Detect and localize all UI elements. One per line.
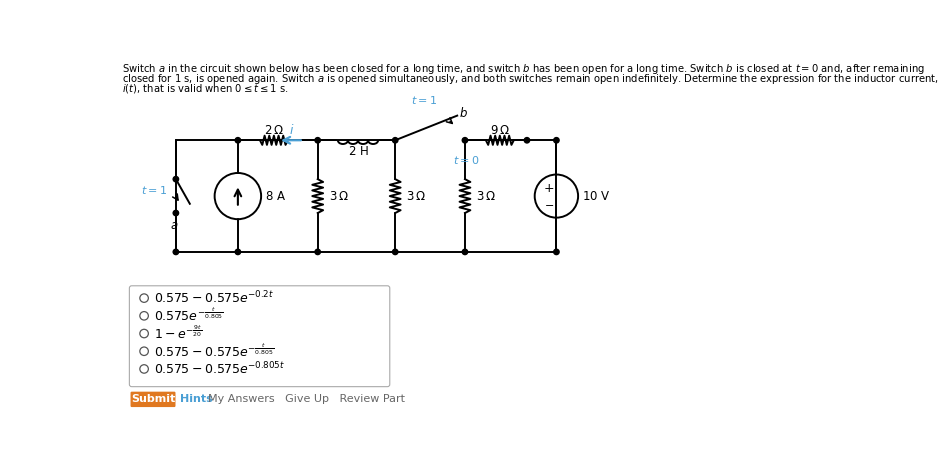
Circle shape — [236, 138, 240, 143]
Circle shape — [393, 138, 398, 143]
Text: My Answers   Give Up   Review Part: My Answers Give Up Review Part — [207, 394, 405, 404]
Text: $10$ V: $10$ V — [582, 189, 610, 203]
Text: $0.575e^{-\frac{t}{0.805}}$: $0.575e^{-\frac{t}{0.805}}$ — [154, 307, 224, 325]
FancyBboxPatch shape — [131, 392, 175, 407]
Circle shape — [463, 138, 467, 143]
Text: $1 - e^{-\frac{9t}{20}}$: $1 - e^{-\frac{9t}{20}}$ — [154, 325, 203, 342]
Text: Hints: Hints — [180, 394, 213, 404]
Text: $2\,\Omega$: $2\,\Omega$ — [264, 124, 284, 137]
Text: $i$: $i$ — [289, 123, 295, 137]
Circle shape — [554, 138, 560, 143]
Text: $i(t)$, that is valid when $0 \leq t \leq 1$ s.: $i(t)$, that is valid when $0 \leq t \le… — [122, 82, 289, 95]
Text: Switch $a$ in the circuit shown below has been closed for a long time, and switc: Switch $a$ in the circuit shown below ha… — [122, 62, 925, 76]
Text: $b$: $b$ — [459, 106, 468, 119]
Circle shape — [173, 249, 179, 255]
Circle shape — [463, 249, 467, 255]
Text: $t = 1$: $t = 1$ — [140, 184, 167, 196]
Text: $t = 1$: $t = 1$ — [411, 94, 437, 106]
Circle shape — [315, 249, 320, 255]
Text: $3\,\Omega$: $3\,\Omega$ — [476, 189, 495, 203]
Text: $0.575 - 0.575e^{-\frac{t}{0.805}}$: $0.575 - 0.575e^{-\frac{t}{0.805}}$ — [154, 343, 274, 360]
Text: +: + — [544, 182, 555, 195]
Text: $t = 0$: $t = 0$ — [453, 154, 479, 166]
Circle shape — [393, 249, 398, 255]
Circle shape — [173, 210, 179, 216]
Circle shape — [236, 249, 240, 255]
Text: $3\,\Omega$: $3\,\Omega$ — [329, 189, 349, 203]
Text: $-$: $-$ — [544, 199, 555, 209]
Circle shape — [173, 176, 179, 182]
Text: $0.575 - 0.575e^{-0.2t}$: $0.575 - 0.575e^{-0.2t}$ — [154, 290, 274, 307]
Text: closed for 1 s, is opened again. Switch $a$ is opened simultaneously, and both s: closed for 1 s, is opened again. Switch … — [122, 72, 939, 86]
Text: $8$ A: $8$ A — [265, 189, 286, 203]
FancyBboxPatch shape — [129, 286, 390, 387]
Text: $3\,\Omega$: $3\,\Omega$ — [406, 189, 426, 203]
Circle shape — [525, 138, 529, 143]
Circle shape — [315, 138, 320, 143]
Text: Submit: Submit — [131, 394, 175, 404]
Circle shape — [554, 249, 560, 255]
Text: $a$: $a$ — [171, 219, 179, 232]
Text: $0.575 - 0.575e^{-0.805t}$: $0.575 - 0.575e^{-0.805t}$ — [154, 361, 285, 377]
Text: $2$ H: $2$ H — [348, 144, 368, 157]
Text: $9\,\Omega$: $9\,\Omega$ — [490, 124, 510, 137]
